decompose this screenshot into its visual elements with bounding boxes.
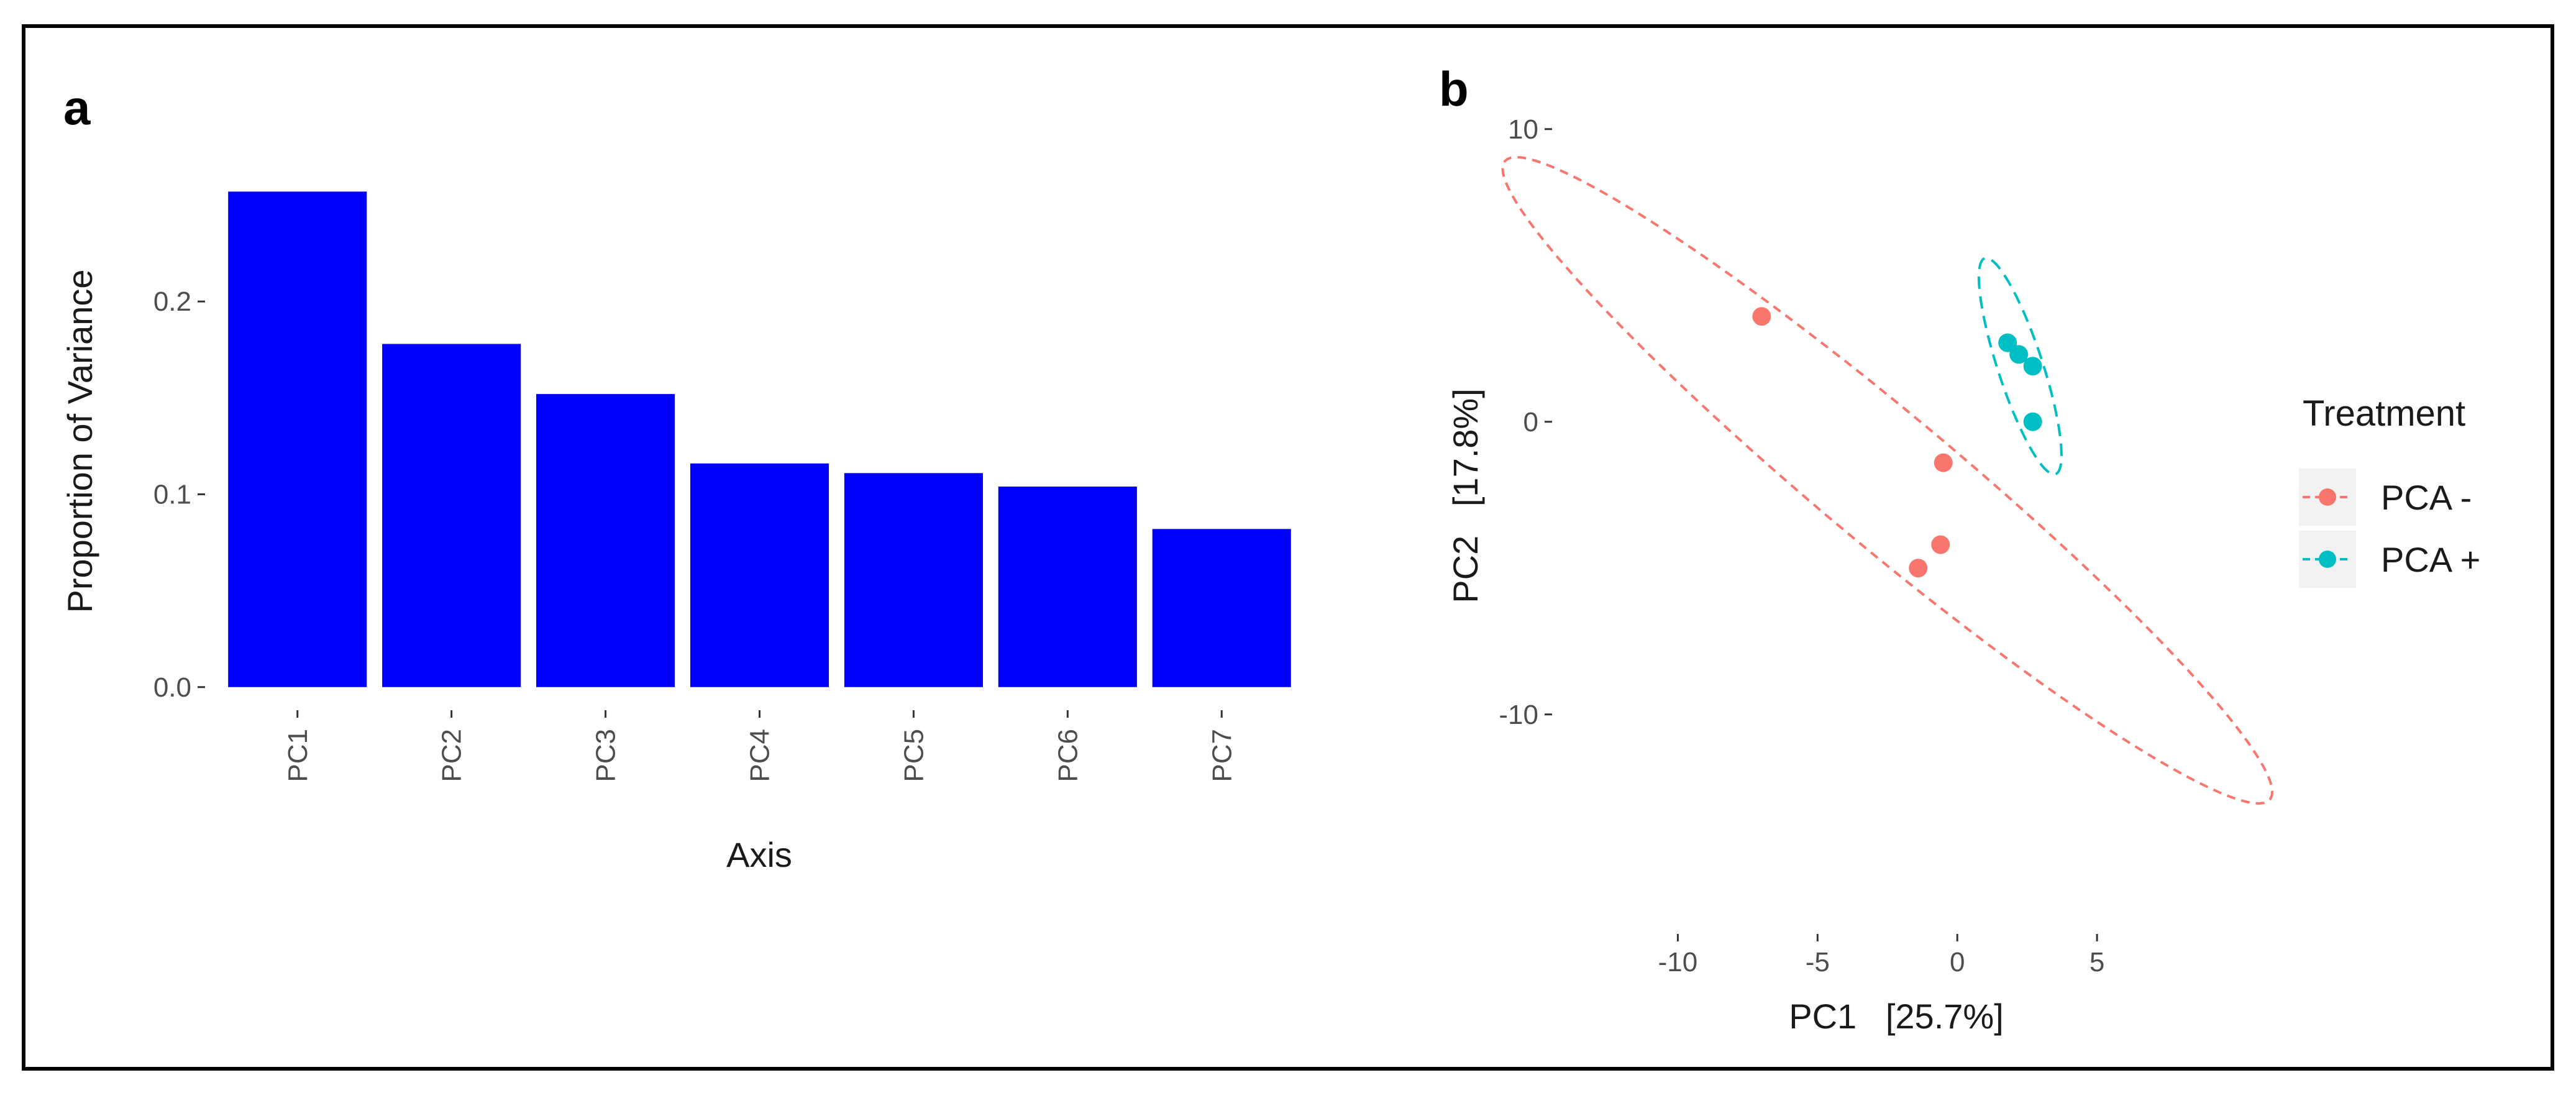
- legend-key-point: [2319, 488, 2336, 506]
- panel-b-x-tick-label: 0: [1950, 947, 1965, 977]
- panel-b-major-grid: [1552, 56, 2237, 934]
- panel-a-letter: a: [63, 80, 91, 135]
- panel-b-x-axis: -10 -5 0 5: [1658, 934, 2104, 977]
- panel-b-points: [1752, 307, 2042, 578]
- panel-a-x-axis: PC1 PC2 PC3 PC4 PC5 PC6 PC7: [283, 710, 1237, 782]
- ellipse-series-1: [1501, 155, 2274, 805]
- legend-items: PCA - PCA +: [2299, 469, 2480, 588]
- panel-b-y-tick-label: 10: [1508, 114, 1538, 145]
- point-series-1: [1752, 307, 1771, 326]
- panel-b-x-tick-label: 5: [2090, 947, 2104, 977]
- point-series-2: [2023, 357, 2042, 376]
- bar-pc3: [536, 394, 675, 687]
- panel-b-y-axis-title: PC2 [17.8%]: [1446, 388, 1485, 603]
- panel-b-y-tick-label: 0: [1523, 407, 1538, 437]
- point-series-1: [1931, 535, 1950, 554]
- panel-a-y-tick-label: 0.0: [153, 672, 191, 703]
- panel-b-letter: b: [1439, 62, 1469, 116]
- bar-pc1: [228, 191, 367, 687]
- panel-b-y-axis: -10 0 10: [1499, 114, 1552, 730]
- panel-a-x-tick-label: PC2: [437, 729, 467, 782]
- bar-pc6: [998, 487, 1137, 687]
- point-series-2: [2009, 345, 2029, 364]
- point-series-1: [1909, 559, 1928, 578]
- panel-a-bars: [228, 191, 1291, 687]
- point-series-1: [1934, 453, 1953, 472]
- panel-a-y-tick-label: 0.1: [153, 479, 191, 510]
- panel-a-x-axis-title: Axis: [726, 835, 792, 874]
- panel-b-x-axis-title: PC1 [25.7%]: [1789, 997, 2004, 1036]
- legend-label: PCA -: [2381, 478, 2472, 517]
- panel-b-minor-grid: [1552, 56, 2237, 934]
- panel-a-x-tick-label: PC6: [1053, 729, 1083, 782]
- legend-title: Treatment: [2303, 393, 2465, 434]
- panel-a-y-axis-title: Proportion of Variance: [60, 269, 99, 613]
- point-series-2: [1998, 333, 2017, 352]
- panel-a-x-tick-label: PC3: [591, 729, 621, 782]
- panel-a-y-axis: 0.0 0.1 0.2: [153, 286, 205, 703]
- panel-a-x-tick-label: PC4: [745, 729, 775, 782]
- panel-a-y-tick-label: 0.2: [153, 286, 191, 317]
- panel-a-x-tick-label: PC7: [1207, 729, 1237, 782]
- bar-pc7: [1152, 529, 1291, 687]
- panel-b-x-tick-label: -5: [1806, 947, 1830, 977]
- panel-a-x-tick-label: PC1: [283, 729, 313, 782]
- legend-label: PCA +: [2381, 540, 2480, 579]
- panel-a-x-tick-label: PC5: [898, 729, 929, 782]
- panel-a-chart: 0.0 0.1 0.2 PC1 PC2 PC3 PC4 PC5 PC6 PC7: [153, 167, 1314, 782]
- panel-b-y-tick-label: -10: [1499, 700, 1538, 730]
- panel-b-chart: -10 0 10 -10 -5 0 5: [1499, 56, 2274, 977]
- ellipse-series-2: [1977, 257, 2063, 476]
- bar-pc5: [844, 473, 983, 687]
- panel-b-legend: Treatment PCA - PCA +: [2299, 393, 2480, 588]
- panel-b-x-tick-label: -10: [1658, 947, 1698, 977]
- bar-pc4: [690, 463, 829, 687]
- legend-key-point: [2319, 551, 2336, 568]
- panel-b-ellipses: [1501, 155, 2274, 805]
- bar-pc2: [382, 344, 521, 687]
- point-series-2: [2023, 412, 2042, 431]
